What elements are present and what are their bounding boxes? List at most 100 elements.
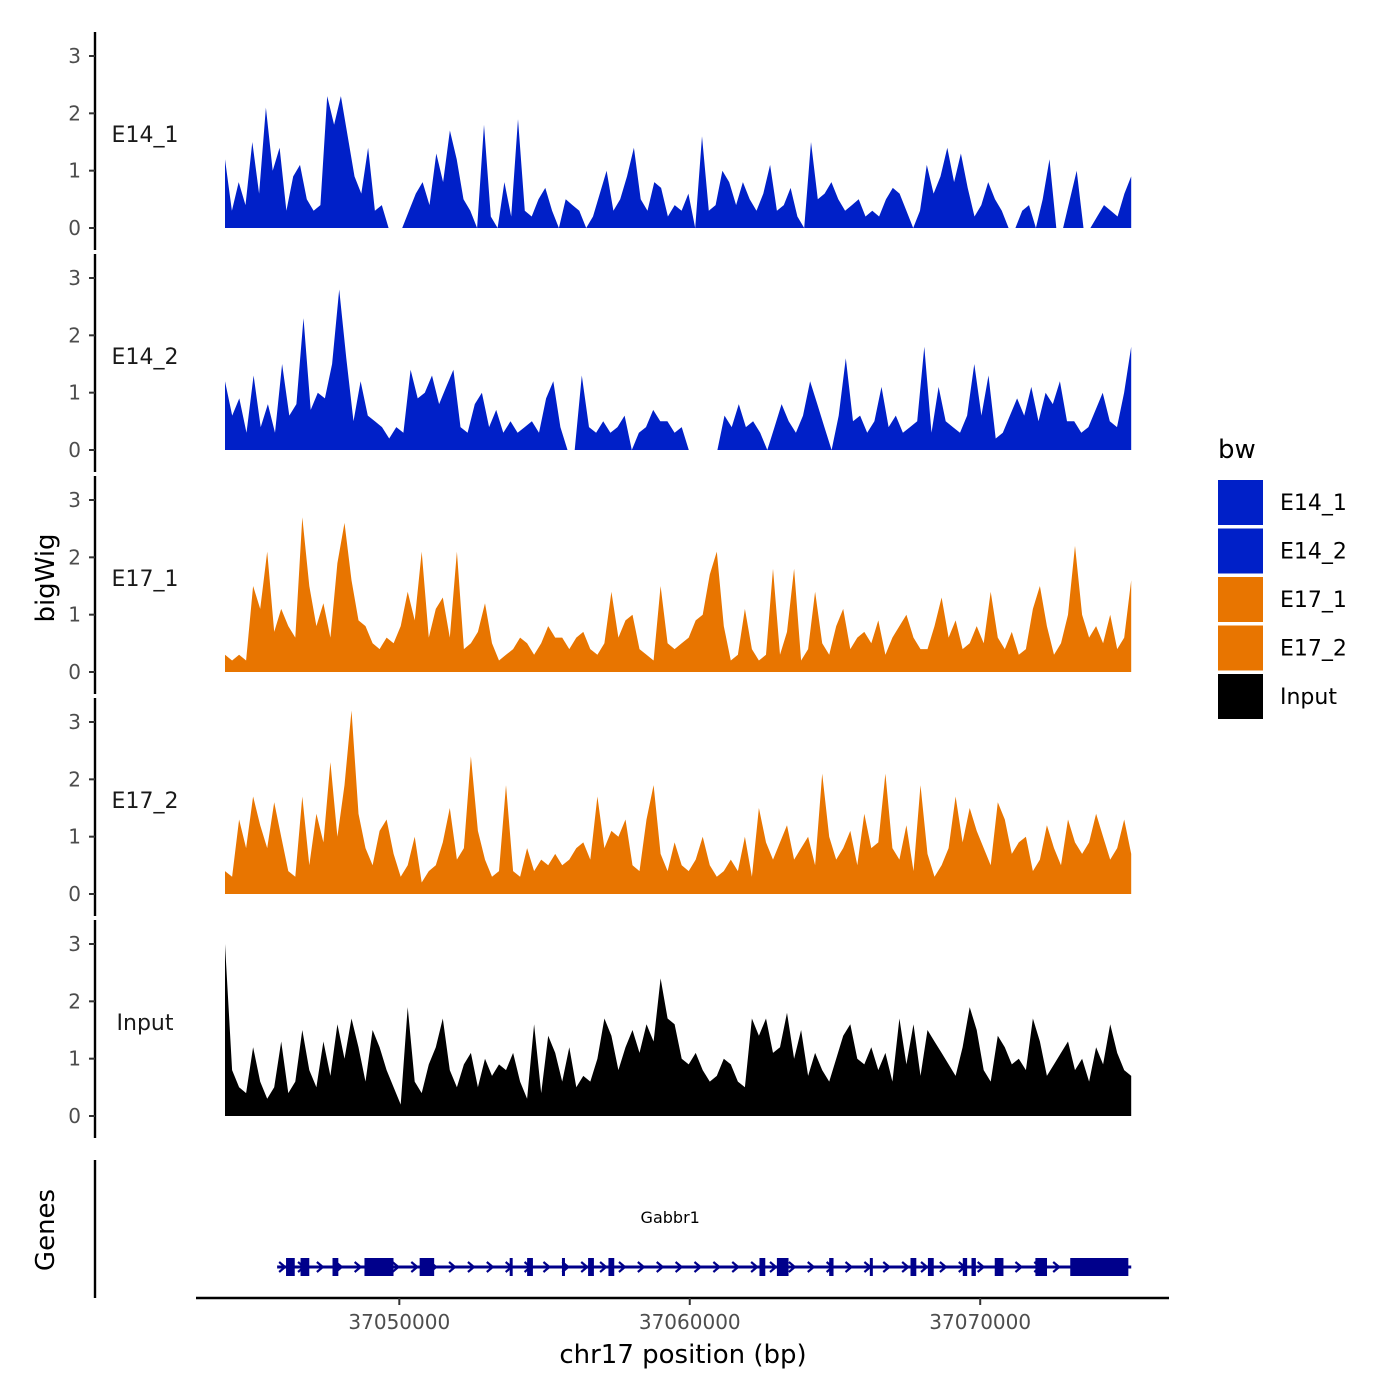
genes-axis-title: Genes [31, 1189, 61, 1271]
track-e14-1: 0 1 2 3 E14_1 [68, 32, 1132, 250]
strand-arrow [542, 1261, 552, 1273]
track-e14-2: 0 1 2 3 E14_2 [68, 254, 1132, 472]
gene-exon [869, 1258, 873, 1276]
gene-exon [962, 1258, 968, 1276]
strand-arrow [278, 1261, 287, 1273]
track-e17-1: 0 1 2 3 E17_1 [68, 476, 1132, 694]
gene-exon [527, 1258, 533, 1276]
coverage-area-e14-1 [225, 96, 1132, 228]
strand-arrow [448, 1261, 457, 1273]
strand-arrow [486, 1261, 495, 1273]
track-label: E14_1 [112, 123, 179, 148]
legend-label: Input [1280, 685, 1337, 710]
track-label: E14_2 [112, 345, 179, 370]
coverage-area-input [225, 944, 1132, 1116]
y-tick-label: 0 [68, 882, 81, 906]
y-tick-label: 3 [68, 488, 81, 512]
legend-title: bw [1218, 435, 1256, 465]
legend-label: E17_2 [1280, 637, 1347, 662]
y-tick-label: 2 [68, 989, 81, 1013]
track-label: E17_2 [112, 789, 179, 814]
strand-arrow [353, 1261, 363, 1273]
strand-arrow [769, 1261, 778, 1273]
strand-arrow [750, 1261, 759, 1273]
track-input: 0 1 2 3 Input [68, 920, 1132, 1138]
gene-exon [994, 1258, 1004, 1276]
strand-arrow [882, 1261, 891, 1273]
gene-exon [776, 1258, 789, 1276]
legend: bw E14_1 E14_2 E17_1 E17_2 Input [1218, 435, 1347, 719]
strand-arrow [976, 1261, 986, 1273]
strand-arrow [637, 1261, 646, 1273]
y-tick-label: 1 [68, 603, 81, 627]
gene-exon [588, 1258, 594, 1276]
gene-exon [332, 1258, 339, 1276]
y-tick-label: 2 [68, 767, 81, 791]
strand-arrow [1014, 1261, 1024, 1273]
gene-label: Gabbr1 [641, 1208, 700, 1227]
x-axis-title: chr17 position (bp) [559, 1340, 806, 1370]
track-label: Input [117, 1011, 174, 1036]
strand-arrow [712, 1261, 722, 1273]
gene-exon [910, 1258, 917, 1276]
y-tick-label: 1 [68, 1047, 81, 1071]
track-label: E17_1 [112, 567, 179, 592]
y-tick-label: 2 [68, 323, 81, 347]
y-tick-label: 0 [68, 438, 81, 462]
x-tick-label: 37050000 [348, 1310, 450, 1334]
strand-arrow [599, 1261, 608, 1273]
strand-arrow [618, 1261, 627, 1273]
strand-arrow [920, 1261, 929, 1273]
gene-exon [286, 1258, 295, 1276]
y-tick-label: 3 [68, 44, 81, 68]
strand-arrow [807, 1261, 816, 1273]
strand-arrow [656, 1261, 665, 1273]
genes-group: Gabbr1 [93, 1160, 1132, 1298]
coverage-area-e17-2 [225, 710, 1132, 894]
strand-arrow [467, 1261, 476, 1273]
gene-exon [509, 1258, 513, 1276]
gene-exon [300, 1258, 310, 1276]
legend-swatch [1218, 480, 1263, 525]
y-tick-label: 3 [68, 932, 81, 956]
x-tick-label: 37060000 [639, 1310, 741, 1334]
y-tick-label: 3 [68, 710, 81, 734]
legend-swatch [1218, 528, 1263, 574]
y-tick-label: 0 [68, 216, 81, 240]
track-e17-2: 0 1 2 3 E17_2 [68, 698, 1132, 916]
strand-arrow [788, 1261, 797, 1273]
coverage-area-e14-2 [225, 289, 1132, 450]
gene-exon [1070, 1258, 1129, 1276]
gene-exon [1035, 1258, 1048, 1276]
y-axis-title: bigWig [31, 533, 61, 622]
legend-label: E14_1 [1280, 491, 1347, 516]
y-tick-label: 0 [68, 660, 81, 684]
strand-arrow [580, 1261, 589, 1273]
strand-arrow [731, 1261, 740, 1273]
gene-exon [971, 1258, 976, 1276]
y-tick-label: 3 [68, 266, 81, 290]
y-tick-label: 1 [68, 381, 81, 405]
y-tick-label: 0 [68, 1104, 81, 1128]
gene-exon [927, 1258, 934, 1276]
strand-arrow [391, 1261, 401, 1273]
gene-exon [561, 1258, 565, 1276]
strand-arrow [1052, 1261, 1061, 1273]
strand-arrow [674, 1261, 684, 1273]
strand-arrow [693, 1261, 703, 1273]
strand-arrow [410, 1261, 420, 1273]
strand-arrow [844, 1261, 854, 1273]
y-tick-label: 2 [68, 101, 81, 125]
gene-exon [608, 1258, 615, 1276]
y-tick-label: 1 [68, 159, 81, 183]
gene-exon [419, 1258, 435, 1276]
legend-label: E17_1 [1280, 588, 1347, 613]
gene-exon [829, 1258, 834, 1276]
strand-arrow [316, 1261, 325, 1273]
y-tick-label: 1 [68, 825, 81, 849]
gene-exon [759, 1258, 766, 1276]
y-tick-label: 2 [68, 545, 81, 569]
legend-swatch [1218, 625, 1263, 671]
x-axis: 37050000 37060000 37070000 [196, 1296, 1169, 1334]
